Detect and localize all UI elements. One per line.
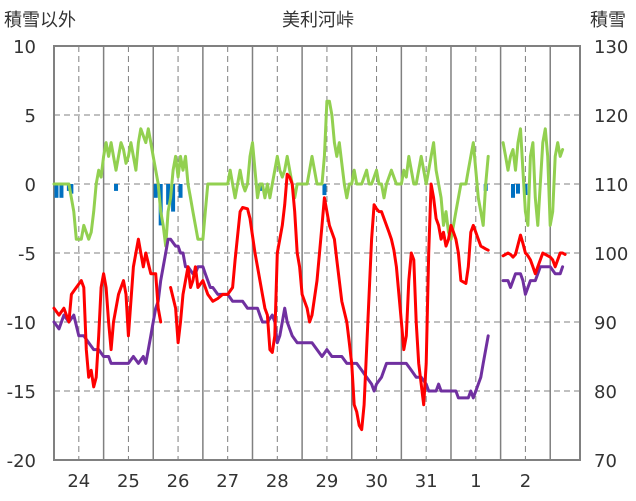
x-tick-label: 2	[520, 471, 531, 492]
x-tick-label: 24	[67, 471, 90, 492]
temperature-line	[501, 233, 567, 276]
y-right-tick-label: 120	[594, 106, 628, 127]
temperature-line	[169, 172, 490, 432]
y-left-tick-label: -20	[7, 451, 36, 472]
precip-bar	[153, 184, 158, 198]
y-right-tick-label: 80	[594, 382, 617, 403]
y-left-tick-label: 10	[13, 37, 36, 58]
right-axis-label: 積雪	[590, 10, 626, 31]
snow-depth-line	[52, 237, 490, 400]
left-axis-label: 積雪以外	[4, 10, 76, 31]
precip-bar	[178, 184, 183, 198]
x-tick-label: 26	[167, 471, 190, 492]
precip-bar	[166, 184, 171, 205]
precip-bar	[69, 184, 74, 194]
y-left-tick-label: -10	[7, 313, 36, 334]
y-axis-left: 10 5 0 -5 -10 -15 -20	[7, 37, 36, 472]
y-right-tick-label: 70	[594, 451, 617, 472]
x-tick-label: 27	[216, 471, 239, 492]
precip-bar	[515, 184, 520, 194]
y-right-tick-label: 90	[594, 313, 617, 334]
x-tick-label: 25	[117, 471, 140, 492]
series-lines	[52, 99, 567, 432]
x-tick-label: 30	[365, 471, 388, 492]
precip-bar	[171, 184, 176, 212]
other-line	[52, 99, 490, 248]
x-tick-label: 29	[315, 471, 338, 492]
x-tick-label: 31	[415, 471, 438, 492]
chart-title: 美利河峠	[282, 10, 354, 31]
temperature-line	[52, 237, 163, 389]
y-right-tick-label: 130	[594, 37, 628, 58]
precip-bar	[322, 184, 327, 196]
y-left-tick-label: 0	[25, 175, 36, 196]
y-left-tick-label: -15	[7, 382, 36, 403]
x-axis: 24 25 26 27 28 29 30 31 1 2	[67, 471, 531, 492]
y-axis-right: 130 120 110 100 90 80 70	[594, 37, 628, 472]
y-left-tick-label: -5	[18, 244, 36, 265]
x-tick-label: 1	[470, 471, 481, 492]
precip-bar	[54, 184, 59, 198]
precip-bar	[114, 184, 119, 191]
precip-bar	[59, 184, 64, 198]
y-right-tick-label: 110	[594, 175, 628, 196]
x-tick-label: 28	[266, 471, 289, 492]
snow-depth-line	[501, 265, 565, 296]
precip-bar	[511, 184, 516, 198]
y-left-tick-label: 5	[25, 106, 36, 127]
other-line	[501, 127, 565, 227]
y-right-tick-label: 100	[594, 244, 628, 265]
